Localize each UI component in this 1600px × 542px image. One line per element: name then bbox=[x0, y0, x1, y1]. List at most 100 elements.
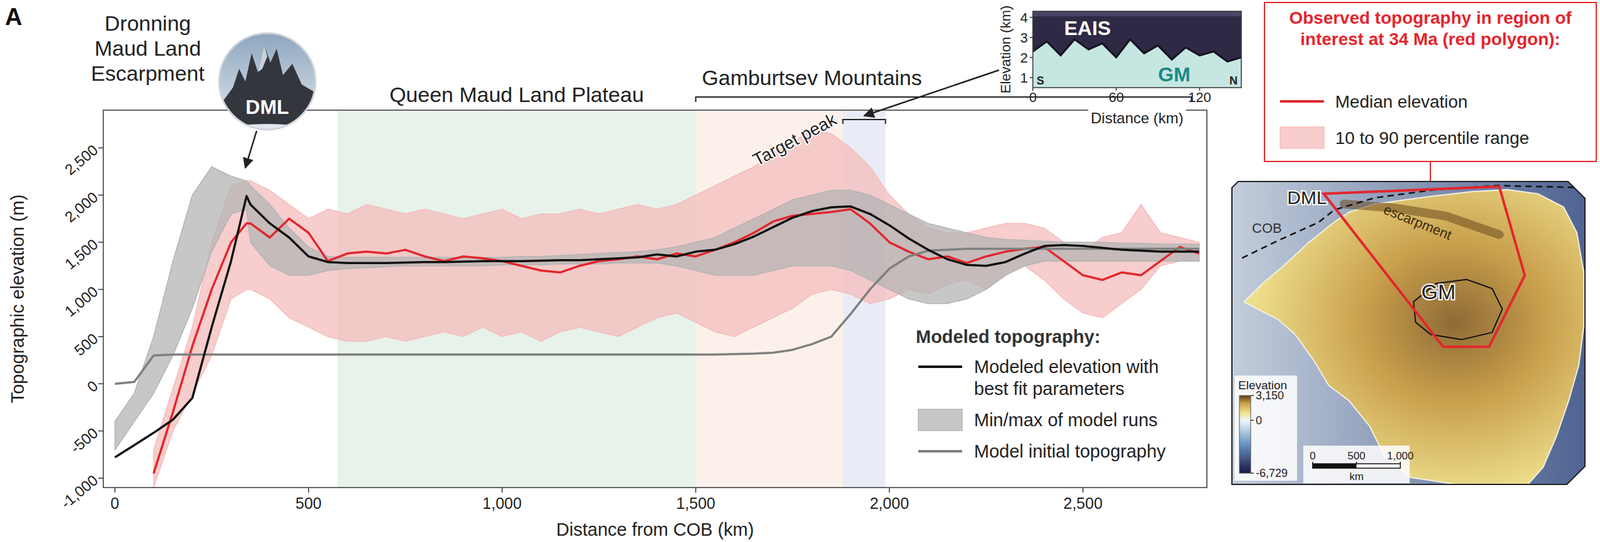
x-tick bbox=[888, 487, 891, 493]
inset-label: GM bbox=[1158, 63, 1191, 86]
y-tick-label: 2,500 bbox=[61, 141, 101, 179]
map-label: COB bbox=[1251, 220, 1283, 236]
legend-title: Modeled topography: bbox=[915, 326, 1101, 347]
escarpment-label: DronningMaud LandEscarpment bbox=[90, 11, 205, 86]
map-cob-line bbox=[1241, 185, 1584, 259]
legend-swatch bbox=[918, 450, 963, 453]
legend-label: Model initial topography bbox=[974, 441, 1167, 462]
y-tick-label: 1,500 bbox=[61, 235, 101, 273]
colorbar-tick bbox=[1250, 394, 1254, 397]
map-label: GM bbox=[1421, 279, 1457, 304]
data-line bbox=[115, 195, 1200, 458]
inset-x-tick-label: 0 bbox=[1029, 89, 1037, 106]
x-tick-label: 2,000 bbox=[869, 494, 909, 513]
legend-label: 10 to 90 percentile range bbox=[1335, 128, 1530, 148]
inset-x-title: Distance (km) bbox=[1090, 109, 1184, 127]
x-tick-label: 2,500 bbox=[1063, 494, 1103, 513]
y-axis-title: Topographic elevation (m) bbox=[7, 194, 28, 404]
photo-sky bbox=[219, 33, 316, 130]
bracket bbox=[843, 119, 886, 124]
bed-area bbox=[1032, 39, 1242, 88]
x-tick bbox=[114, 487, 116, 493]
inset-y-tick-label: 2 bbox=[1020, 50, 1028, 66]
map-label: DML bbox=[1287, 187, 1327, 208]
y-tick bbox=[98, 289, 104, 291]
x-tick-label: 500 bbox=[295, 494, 322, 513]
text-line: best fit parameters bbox=[974, 378, 1125, 399]
arrow bbox=[864, 70, 1000, 116]
inset-y-tick-label: 4 bbox=[1020, 10, 1028, 26]
inset-surface bbox=[1032, 11, 1242, 17]
legend-label: Modeled elevation withbest fit parameter… bbox=[974, 356, 1159, 399]
scalebar-segment bbox=[1312, 463, 1357, 469]
y-tick-label: 1,000 bbox=[61, 282, 101, 320]
inset-y-tick bbox=[1029, 36, 1033, 39]
x-tick bbox=[307, 487, 310, 493]
y-tick-label: -500 bbox=[66, 424, 101, 457]
range-band bbox=[115, 167, 1200, 451]
inset-y-tick bbox=[1029, 16, 1033, 19]
inset-y-title: Elevation (km) bbox=[997, 5, 1014, 94]
x-tick-label: 1,500 bbox=[676, 494, 716, 513]
panel-label: A bbox=[5, 3, 22, 31]
inset-plot bbox=[1032, 11, 1242, 88]
y-tick-label: 500 bbox=[70, 329, 101, 359]
y-tick bbox=[98, 383, 104, 385]
legend-box bbox=[1264, 2, 1597, 162]
text-line: Observed topography in region of bbox=[1288, 8, 1572, 28]
y-tick-label: 0 bbox=[83, 376, 102, 395]
text-line: Modeled elevation with bbox=[974, 356, 1159, 377]
scalebar-tick bbox=[1312, 461, 1314, 464]
map-label: escarpment bbox=[1381, 201, 1455, 243]
inset-x-tick-label: 60 bbox=[1108, 89, 1124, 106]
label-background bbox=[1087, 108, 1186, 128]
scalebar-label: 500 bbox=[1347, 450, 1366, 462]
scalebar-tick bbox=[1355, 461, 1358, 464]
colorbar-tick-label: -6,729 bbox=[1255, 466, 1288, 480]
x-tick-label: 0 bbox=[110, 494, 120, 513]
inset-y-tick bbox=[1029, 56, 1033, 59]
colorbar bbox=[1239, 395, 1251, 474]
inset-x-tick-label: 120 bbox=[1188, 89, 1212, 106]
legend-label: Min/max of model runs bbox=[974, 410, 1158, 431]
plot-area bbox=[115, 110, 1200, 488]
text-line: Dronning bbox=[104, 11, 191, 36]
inset-y-tick-label: 3 bbox=[1020, 30, 1028, 46]
inset-label: S bbox=[1036, 74, 1045, 88]
scalebar-label: 0 bbox=[1309, 450, 1316, 462]
scalebar bbox=[1312, 463, 1401, 469]
x-tick bbox=[501, 487, 503, 493]
text-line: Maud Land bbox=[94, 36, 201, 61]
inset-y-tick bbox=[1029, 76, 1033, 79]
map bbox=[1231, 181, 1585, 485]
legend-label: Median elevation bbox=[1335, 92, 1468, 112]
legend-title: Observed topography in region ofinterest… bbox=[1288, 8, 1572, 49]
scalebar-unit: km bbox=[1349, 470, 1365, 483]
inset-label: EAIS bbox=[1064, 16, 1112, 40]
figure: A 0 500 1,000 1,500 2,000 2,500 -1,000 -500 0 500 1… bbox=[0, 0, 1600, 542]
scalebar-label: 1,000 bbox=[1387, 450, 1415, 462]
y-tick bbox=[98, 336, 104, 338]
legend-swatch bbox=[1280, 127, 1324, 149]
map-region-polygon bbox=[1323, 186, 1525, 347]
data-line bbox=[115, 249, 1200, 385]
map-gm-outline bbox=[1413, 279, 1503, 340]
mountains-label: Gamburtsev Mountains bbox=[701, 65, 923, 90]
colorbar-box bbox=[1234, 375, 1298, 481]
y-tick bbox=[98, 194, 104, 196]
colorbar-tick bbox=[1250, 472, 1254, 474]
region-label: Queen Maud Land Plateau bbox=[389, 82, 644, 107]
photo-label: DML bbox=[245, 95, 289, 119]
bed-line bbox=[1032, 39, 1242, 62]
inset-y-tick-label: 1 bbox=[1020, 70, 1028, 86]
x-axis-title: Distance from COB (km) bbox=[556, 519, 755, 540]
y-tick bbox=[98, 147, 104, 149]
photo-snowfield bbox=[207, 123, 327, 149]
text-line: Escarpment bbox=[90, 61, 205, 86]
y-tick-label: -1,000 bbox=[57, 471, 101, 512]
y-tick bbox=[98, 477, 104, 479]
text-line: Model initial topography bbox=[974, 441, 1167, 462]
y-tick bbox=[98, 430, 104, 432]
colorbar-tick-label: 3,150 bbox=[1255, 389, 1284, 402]
colorbar-tick-label: 0 bbox=[1255, 414, 1262, 427]
